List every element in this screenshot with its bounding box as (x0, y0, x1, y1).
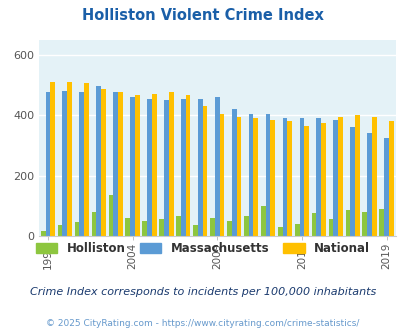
Bar (231, 109, 236, 236)
Bar (354, 115, 359, 236)
Bar (142, 221, 147, 236)
Bar (45, 92, 50, 236)
Bar (362, 212, 367, 236)
Bar (248, 114, 253, 236)
Bar (151, 94, 156, 236)
Bar (168, 92, 173, 236)
Bar (265, 114, 270, 236)
Bar (236, 116, 241, 236)
Bar (260, 206, 265, 236)
Text: Crime Index corresponds to incidents per 100,000 inhabitants: Crime Index corresponds to incidents per… (30, 287, 375, 297)
Bar (67, 82, 72, 236)
Bar (303, 126, 308, 236)
Bar (214, 97, 219, 236)
Bar (84, 83, 89, 236)
Bar (40, 231, 45, 236)
Bar (226, 221, 231, 236)
Bar (337, 116, 342, 236)
Bar (367, 133, 371, 236)
Bar (202, 106, 207, 236)
Bar (130, 97, 134, 236)
Bar (299, 118, 303, 236)
Bar (277, 227, 282, 236)
Bar (113, 92, 118, 236)
Bar (345, 210, 350, 236)
Bar (58, 225, 62, 236)
Bar (282, 118, 287, 236)
Bar (75, 222, 79, 236)
Bar (209, 218, 214, 236)
Bar (108, 195, 113, 236)
Bar (371, 116, 376, 236)
Bar (147, 99, 151, 236)
Bar (350, 127, 354, 236)
Bar (197, 99, 202, 236)
Bar (294, 224, 299, 236)
Bar (311, 213, 315, 236)
Bar (243, 216, 248, 236)
Bar (176, 216, 181, 236)
Bar (125, 218, 130, 236)
Bar (185, 95, 190, 236)
Legend: Holliston, Massachusetts, National: Holliston, Massachusetts, National (31, 237, 374, 260)
Bar (287, 121, 291, 236)
Bar (270, 120, 275, 236)
Bar (50, 82, 55, 236)
Bar (62, 91, 67, 236)
Bar (328, 219, 333, 236)
Bar (164, 100, 168, 236)
Text: © 2025 CityRating.com - https://www.cityrating.com/crime-statistics/: © 2025 CityRating.com - https://www.city… (46, 319, 359, 328)
Bar (159, 219, 164, 236)
Bar (333, 120, 337, 236)
Bar (118, 92, 122, 236)
Bar (320, 123, 325, 236)
Bar (219, 114, 224, 236)
Bar (181, 99, 185, 236)
Bar (388, 121, 393, 236)
Bar (79, 92, 84, 236)
Bar (101, 89, 106, 236)
Text: Holliston Violent Crime Index: Holliston Violent Crime Index (82, 8, 323, 23)
Bar (253, 118, 258, 236)
Bar (96, 86, 101, 236)
Bar (92, 212, 96, 236)
Bar (315, 118, 320, 236)
Bar (379, 209, 383, 236)
Bar (383, 138, 388, 236)
Bar (134, 95, 139, 236)
Bar (193, 225, 197, 236)
